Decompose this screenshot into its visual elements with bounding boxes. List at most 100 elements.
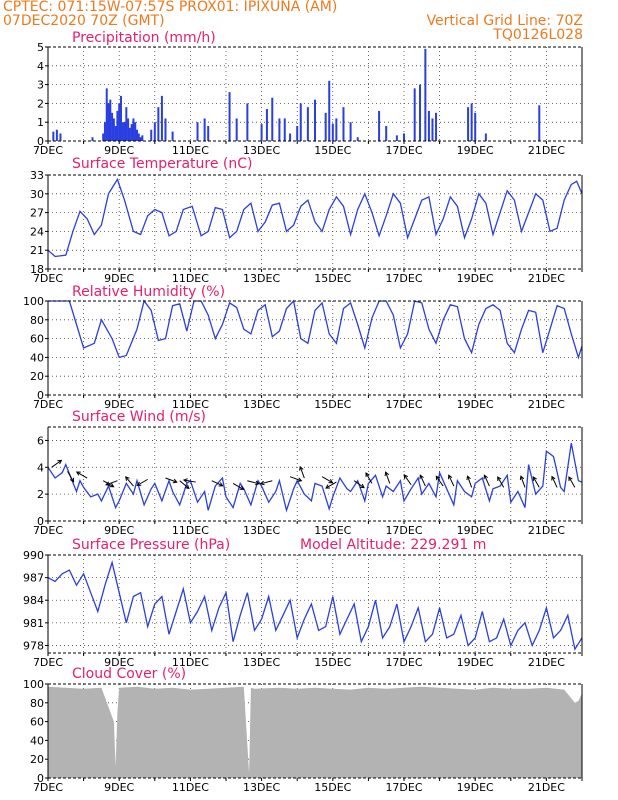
precip-bar bbox=[111, 112, 114, 141]
x-tick-label: 15DEC bbox=[314, 656, 351, 669]
precip-bar bbox=[112, 118, 115, 141]
precip-bar bbox=[246, 103, 249, 141]
vertical-grid-label: Vertical Grid Line: 70Z bbox=[426, 13, 583, 29]
wind-arrow-shaft bbox=[385, 471, 391, 484]
y-tick-label: 0 bbox=[37, 389, 44, 402]
x-tick-label: 17DEC bbox=[385, 524, 422, 537]
precip-bar bbox=[395, 135, 398, 141]
y-tick-label: 27 bbox=[30, 207, 44, 220]
x-tick-label: 17DEC bbox=[385, 144, 422, 157]
wind-arrow-head bbox=[125, 476, 130, 481]
x-tick-label: 7DEC bbox=[33, 781, 63, 794]
x-tick-label: 21DEC bbox=[528, 144, 565, 157]
wind-arrow-head bbox=[403, 474, 409, 479]
precip-bar bbox=[119, 95, 122, 141]
precip-bar bbox=[153, 122, 156, 141]
wind-arrow bbox=[67, 471, 75, 483]
x-tick-label: 19DEC bbox=[457, 656, 494, 669]
panel-title: Surface Wind (m/s) bbox=[72, 409, 206, 425]
precip-bar bbox=[59, 133, 62, 141]
precip-bar bbox=[474, 112, 477, 141]
wind-arrow bbox=[232, 482, 245, 490]
x-tick-label: 7DEC bbox=[33, 656, 63, 669]
precip-bar bbox=[105, 88, 108, 141]
precip-bar bbox=[349, 122, 352, 141]
y-tick-label: 0 bbox=[37, 135, 44, 148]
precip-bar bbox=[139, 137, 142, 141]
y-tick-label: 3 bbox=[37, 79, 44, 92]
wind-arrow-head bbox=[254, 480, 261, 486]
wind-arrow-shaft bbox=[403, 474, 412, 486]
precip-bar bbox=[132, 118, 135, 141]
panel-title: Precipitation (mm/h) bbox=[72, 30, 216, 46]
x-tick-label: 21DEC bbox=[528, 398, 565, 411]
wind-arrow bbox=[532, 476, 540, 488]
x-tick-label: 13DEC bbox=[243, 781, 280, 794]
precip-bar bbox=[314, 99, 316, 141]
wind-arrow-head bbox=[172, 478, 178, 484]
wind-arrow-shaft bbox=[419, 474, 426, 487]
x-tick-label: 17DEC bbox=[385, 781, 422, 794]
precip-bar bbox=[419, 84, 422, 141]
wind-arrow-head bbox=[184, 484, 190, 490]
wind-arrow bbox=[519, 475, 526, 488]
precip-bar bbox=[102, 133, 105, 141]
x-tick-label: 11DEC bbox=[172, 144, 209, 157]
precip-bar bbox=[342, 107, 345, 141]
precip-bar bbox=[324, 112, 327, 141]
wind-arrow-shaft bbox=[365, 472, 373, 484]
x-tick-label: 15DEC bbox=[314, 144, 351, 157]
precip-bar bbox=[289, 133, 292, 141]
wind-arrow-shaft bbox=[247, 480, 260, 485]
precip-bar bbox=[299, 103, 302, 141]
precip-bar bbox=[107, 103, 110, 141]
x-tick-label: 11DEC bbox=[172, 524, 209, 537]
wind-arrow-shaft bbox=[568, 476, 576, 488]
wind-arrow-shaft bbox=[321, 476, 333, 484]
model-altitude-label: Model Altitude: 229.291 m bbox=[300, 537, 486, 553]
precip-bar bbox=[207, 125, 210, 141]
wind-arrow-head bbox=[448, 474, 453, 480]
precip-bar bbox=[137, 133, 140, 141]
precip-bar bbox=[306, 107, 309, 141]
wind-arrow bbox=[75, 471, 88, 479]
precip-bar bbox=[130, 124, 133, 141]
wind-arrow bbox=[299, 465, 305, 479]
wind-arrow-shaft bbox=[289, 476, 302, 482]
wind-arrow-head bbox=[259, 480, 265, 486]
wind-arrow-head bbox=[239, 485, 245, 490]
x-tick-label: 7DEC bbox=[33, 524, 63, 537]
precip-bar bbox=[116, 110, 119, 141]
wind-arrow bbox=[179, 480, 190, 490]
wind-arrow-shaft bbox=[497, 476, 505, 488]
wind-arrow-head bbox=[435, 475, 441, 481]
panel-title: Surface Pressure (hPa) bbox=[72, 537, 230, 553]
precip-bar bbox=[378, 110, 381, 141]
wind-arrow bbox=[211, 480, 224, 487]
wind-arrow-shaft bbox=[179, 480, 190, 489]
y-tick-label: 984 bbox=[23, 594, 44, 607]
x-tick-label: 15DEC bbox=[314, 272, 351, 285]
y-tick-label: 4 bbox=[37, 60, 44, 73]
x-tick-label: 15DEC bbox=[314, 781, 351, 794]
series-line bbox=[47, 442, 583, 513]
panel-title: Surface Temperature (nC) bbox=[72, 156, 253, 172]
precip-bar bbox=[427, 110, 430, 141]
wind-arrow-shaft bbox=[483, 474, 490, 487]
wind-arrow bbox=[289, 476, 303, 482]
wind-arrow bbox=[365, 472, 373, 484]
y-tick-label: 1 bbox=[37, 116, 44, 129]
y-tick-label: 40 bbox=[30, 351, 44, 364]
wind-arrow-shaft bbox=[448, 474, 455, 487]
wind-arrow-head bbox=[497, 476, 502, 482]
y-tick-label: 6 bbox=[37, 434, 44, 447]
wind-arrow-shaft bbox=[353, 480, 365, 489]
wind-arrow-head bbox=[365, 472, 370, 478]
wind-arrow bbox=[551, 475, 558, 488]
precip-bar bbox=[118, 103, 121, 141]
x-tick-label: 19DEC bbox=[457, 272, 494, 285]
x-tick-label: 17DEC bbox=[385, 656, 422, 669]
precip-bar bbox=[91, 137, 94, 141]
x-tick-label: 9DEC bbox=[104, 781, 134, 794]
wind-arrow bbox=[448, 474, 455, 487]
